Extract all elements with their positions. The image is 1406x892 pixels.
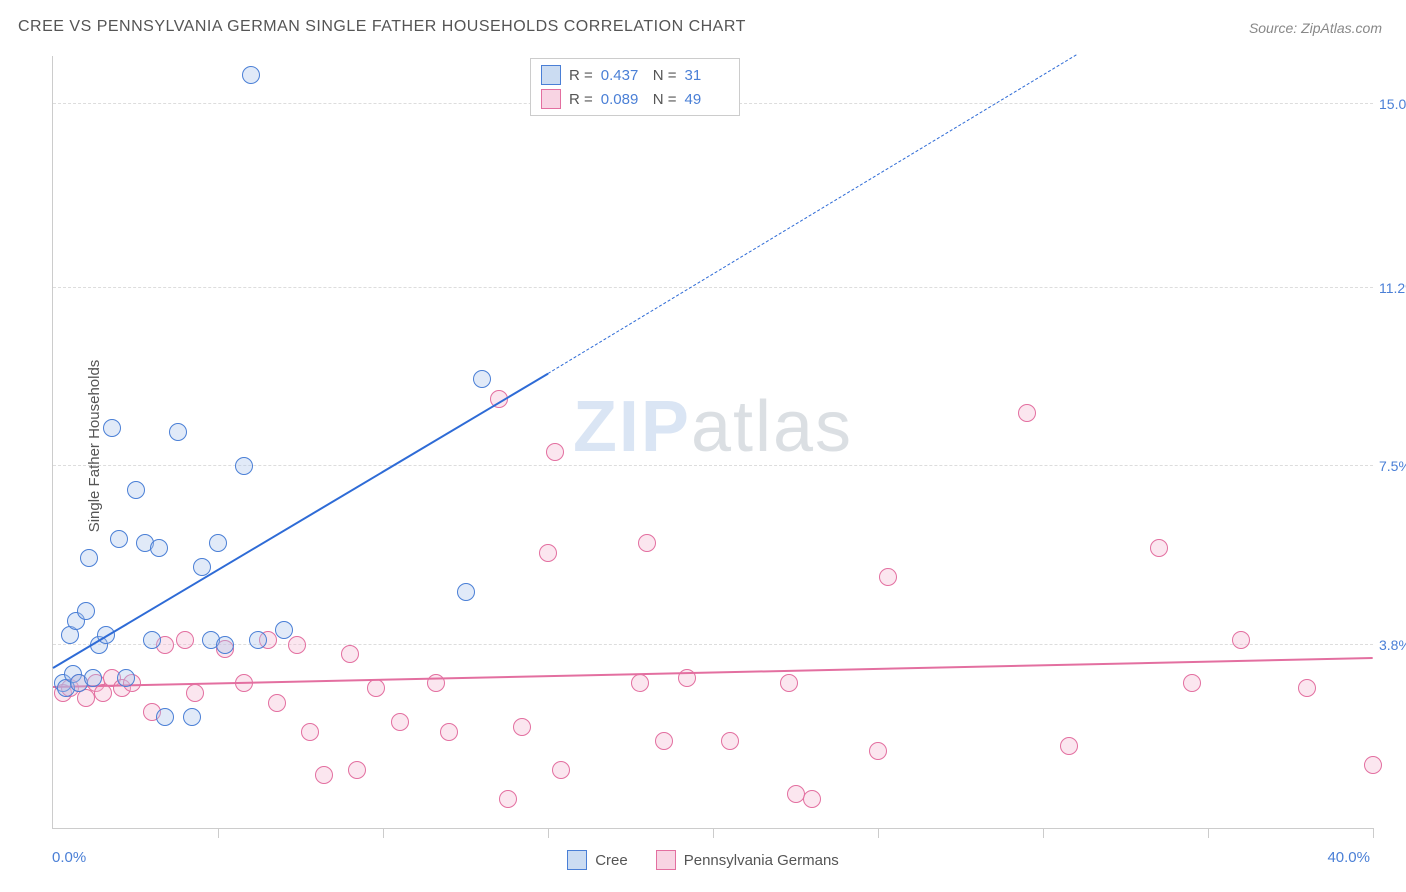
watermark-zip: ZIP xyxy=(573,387,691,467)
trend-line xyxy=(53,657,1373,688)
scatter-point xyxy=(869,742,887,760)
scatter-point xyxy=(1150,539,1168,557)
scatter-point xyxy=(1018,404,1036,422)
source-label: Source: xyxy=(1249,20,1297,36)
x-tick xyxy=(548,828,549,838)
scatter-point xyxy=(301,723,319,741)
scatter-point xyxy=(1060,737,1078,755)
watermark: ZIPatlas xyxy=(573,386,853,468)
scatter-point xyxy=(209,534,227,552)
scatter-point xyxy=(631,674,649,692)
plot-inner: ZIPatlas 3.8%7.5%11.2%15.0% xyxy=(53,56,1373,828)
scatter-point xyxy=(117,669,135,687)
x-tick xyxy=(1208,828,1209,838)
scatter-point xyxy=(77,602,95,620)
series-legend-item: Cree xyxy=(567,850,628,870)
legend-swatch xyxy=(656,850,676,870)
scatter-point xyxy=(552,761,570,779)
scatter-point xyxy=(1364,756,1382,774)
scatter-point xyxy=(315,766,333,784)
legend-swatch xyxy=(541,65,561,85)
legend-swatch xyxy=(541,89,561,109)
watermark-atlas: atlas xyxy=(691,387,853,467)
y-tick-label: 7.5% xyxy=(1379,458,1406,474)
scatter-point xyxy=(440,723,458,741)
scatter-point xyxy=(341,645,359,663)
scatter-point xyxy=(249,631,267,649)
scatter-point xyxy=(780,674,798,692)
scatter-point xyxy=(288,636,306,654)
scatter-point xyxy=(348,761,366,779)
scatter-point xyxy=(787,785,805,803)
stat-value-n: 31 xyxy=(685,67,729,84)
x-tick xyxy=(383,828,384,838)
series-legend-label: Cree xyxy=(595,852,628,869)
scatter-point xyxy=(546,443,564,461)
scatter-point xyxy=(499,790,517,808)
x-tick xyxy=(1043,828,1044,838)
scatter-point xyxy=(879,568,897,586)
scatter-point xyxy=(268,694,286,712)
scatter-point xyxy=(473,370,491,388)
scatter-point xyxy=(183,708,201,726)
stat-value-r: 0.089 xyxy=(601,91,645,108)
scatter-point xyxy=(176,631,194,649)
stat-key: R = xyxy=(569,91,593,108)
scatter-point xyxy=(150,539,168,557)
stat-key: R = xyxy=(569,67,593,84)
source-value: ZipAtlas.com xyxy=(1301,20,1382,36)
trend-line xyxy=(52,373,548,669)
scatter-point xyxy=(156,708,174,726)
gridline-h xyxy=(53,287,1373,288)
scatter-point xyxy=(457,583,475,601)
scatter-point xyxy=(216,636,234,654)
stat-value-r: 0.437 xyxy=(601,67,645,84)
scatter-point xyxy=(655,732,673,750)
scatter-point xyxy=(110,530,128,548)
scatter-point xyxy=(513,718,531,736)
scatter-point xyxy=(275,621,293,639)
y-tick-label: 11.2% xyxy=(1379,280,1406,296)
scatter-point xyxy=(80,549,98,567)
x-tick xyxy=(1373,828,1374,838)
plot-area: ZIPatlas 3.8%7.5%11.2%15.0% xyxy=(52,56,1373,829)
x-tick xyxy=(713,828,714,838)
scatter-point xyxy=(638,534,656,552)
x-tick xyxy=(218,828,219,838)
scatter-point xyxy=(235,457,253,475)
series-legend: Cree Pennsylvania Germans xyxy=(0,850,1406,870)
source-attribution: Source: ZipAtlas.com xyxy=(1249,20,1382,36)
x-tick xyxy=(878,828,879,838)
stats-legend: R = 0.437 N = 31 R = 0.089 N = 49 xyxy=(530,58,740,116)
scatter-point xyxy=(1183,674,1201,692)
scatter-point xyxy=(803,790,821,808)
stat-key: N = xyxy=(653,67,677,84)
scatter-point xyxy=(127,481,145,499)
scatter-point xyxy=(84,669,102,687)
series-legend-item: Pennsylvania Germans xyxy=(656,850,839,870)
scatter-point xyxy=(539,544,557,562)
stat-value-n: 49 xyxy=(685,91,729,108)
series-legend-label: Pennsylvania Germans xyxy=(684,852,839,869)
scatter-point xyxy=(721,732,739,750)
scatter-point xyxy=(1232,631,1250,649)
scatter-point xyxy=(103,419,121,437)
scatter-point xyxy=(242,66,260,84)
scatter-point xyxy=(391,713,409,731)
chart-title: CREE VS PENNSYLVANIA GERMAN SINGLE FATHE… xyxy=(18,18,746,36)
legend-swatch xyxy=(567,850,587,870)
scatter-point xyxy=(186,684,204,702)
scatter-point xyxy=(143,631,161,649)
stat-key: N = xyxy=(653,91,677,108)
stats-legend-row: R = 0.089 N = 49 xyxy=(541,87,729,111)
y-tick-label: 3.8% xyxy=(1379,637,1406,653)
stats-legend-row: R = 0.437 N = 31 xyxy=(541,63,729,87)
scatter-point xyxy=(367,679,385,697)
scatter-point xyxy=(169,423,187,441)
scatter-point xyxy=(1298,679,1316,697)
y-tick-label: 15.0% xyxy=(1379,96,1406,112)
